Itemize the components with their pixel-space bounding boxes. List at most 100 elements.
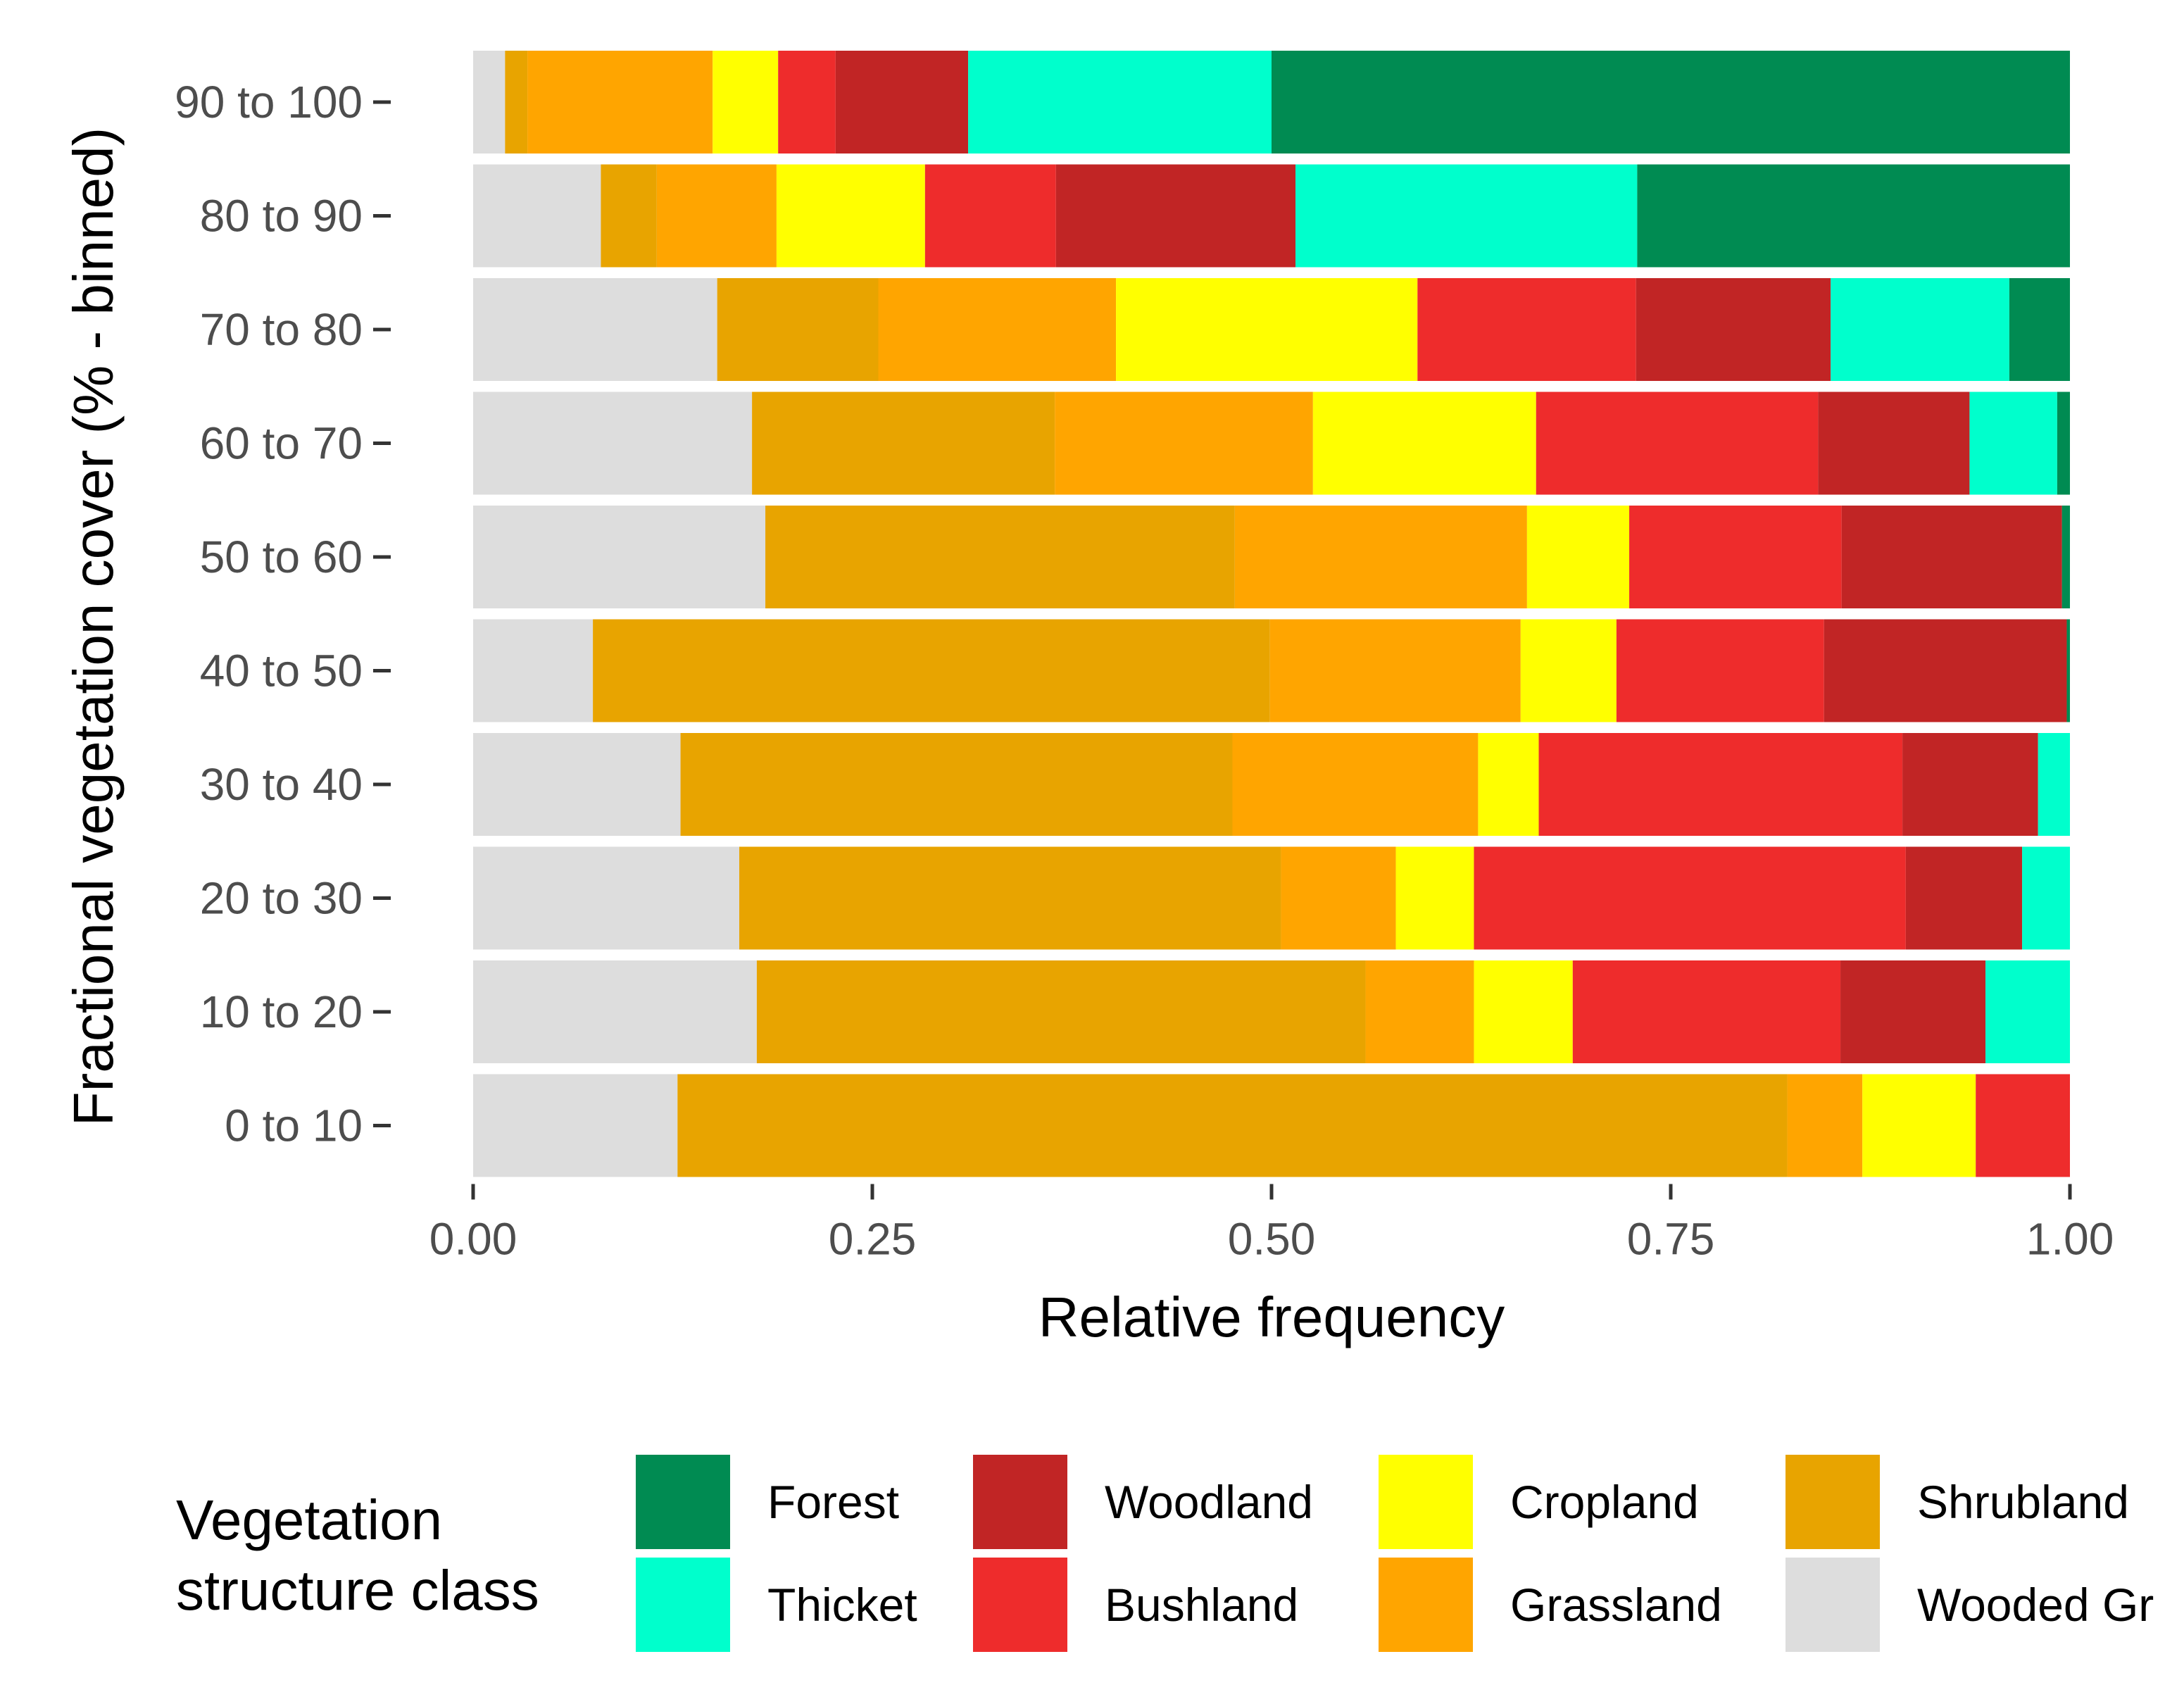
bar-segment-bushland-60-to-70: [1536, 392, 1819, 495]
x-tick-label: 0.50: [1228, 1214, 1316, 1265]
bar-segment-forest-90-to-100: [1272, 51, 2070, 154]
x-tick-label: 0.00: [429, 1214, 517, 1265]
bar-segment-wooded-grassland-90-to-100: [473, 51, 506, 154]
bar-segment-bushland-80-to-90: [924, 164, 1056, 268]
x-tick-label: 1.00: [2026, 1214, 2114, 1265]
bar-segment-grassland-70-to-80: [878, 278, 1117, 381]
bar-segment-grassland-30-to-40: [1232, 733, 1479, 836]
legend: Forest Thicket Woodland Bushland Cropland Gra…: [636, 1455, 2154, 1652]
x-tick-label: 0.25: [829, 1214, 917, 1265]
bar-segment-shrubland-40-to-50: [593, 619, 1270, 722]
bar-segment-woodland-80-to-90: [1055, 164, 1296, 268]
bar-segment-cropland-10-to-20: [1474, 960, 1573, 1063]
bar-segment-wooded-grassland-50-to-60: [473, 506, 766, 608]
y-tick-label: 20 to 30: [200, 873, 363, 924]
x-tick-label: 0.75: [1627, 1214, 1715, 1265]
bar-segment-wooded-grassland-20-to-30: [473, 846, 739, 950]
bar-segment-wooded-grassland-80-to-90: [473, 164, 601, 268]
legend-swatch-woodland: [973, 1455, 1067, 1549]
bar-segment-cropland-40-to-50: [1520, 619, 1617, 722]
bar-segment-woodland-40-to-50: [1824, 619, 2067, 722]
bar-segment-grassland-10-to-20: [1365, 960, 1474, 1063]
bar-segment-woodland-50-to-60: [1841, 506, 2062, 608]
bar-segment-shrubland-0-to-10: [677, 1074, 1788, 1177]
bar-segment-shrubland-90-to-100: [505, 51, 528, 154]
legend-swatch-forest: [636, 1455, 730, 1549]
bar-segment-forest-40-to-50: [2066, 619, 2070, 722]
y-tick-label: 80 to 90: [200, 191, 363, 242]
bar-segment-bushland-10-to-20: [1572, 960, 1841, 1063]
bar-segment-woodland-70-to-80: [1636, 278, 1831, 381]
bar-segment-forest-80-to-90: [1637, 164, 2070, 268]
bar-segment-shrubland-10-to-20: [756, 960, 1366, 1063]
legend-swatch-bushland: [973, 1558, 1067, 1652]
legend-label-wooded-grassland: Wooded Gr: [1917, 1579, 2154, 1631]
y-tick-label: 60 to 70: [200, 418, 363, 469]
bar-segment-shrubland-20-to-30: [739, 846, 1281, 950]
legend-label-woodland: Woodland: [1105, 1476, 1313, 1528]
bar-segment-thicket-90-to-100: [968, 51, 1272, 154]
bar-segment-woodland-30-to-40: [1902, 733, 2038, 836]
bar-segment-forest-70-to-80: [2009, 278, 2070, 381]
bar-segment-thicket-20-to-30: [2022, 846, 2070, 950]
bar-segment-shrubland-70-to-80: [717, 278, 879, 381]
bar-segment-grassland-80-to-90: [656, 164, 777, 268]
bar-segment-cropland-30-to-40: [1478, 733, 1539, 836]
legend-swatch-shrubland: [1786, 1455, 1880, 1549]
bar-segment-wooded-grassland-60-to-70: [473, 392, 753, 495]
bar-segment-shrubland-50-to-60: [765, 506, 1235, 608]
bar-segment-woodland-60-to-70: [1818, 392, 1970, 495]
bar-segment-thicket-30-to-40: [2038, 733, 2070, 836]
bar-segment-thicket-10-to-20: [1985, 960, 2070, 1063]
bar-segment-shrubland-80-to-90: [601, 164, 657, 268]
bar-segment-wooded-grassland-30-to-40: [473, 733, 681, 836]
bar-segment-bushland-0-to-10: [1976, 1074, 2070, 1177]
bar-segment-grassland-0-to-10: [1787, 1074, 1863, 1177]
bars-layer: [473, 51, 2070, 1177]
legend-label-cropland: Cropland: [1510, 1476, 1699, 1528]
bar-segment-grassland-40-to-50: [1269, 619, 1521, 722]
legend-title-line-2: structure class: [176, 1559, 539, 1622]
bar-segment-bushland-40-to-50: [1616, 619, 1824, 722]
legend-title-line-1: Vegetation: [176, 1489, 442, 1551]
bar-segment-bushland-70-to-80: [1417, 278, 1636, 381]
bar-segment-cropland-90-to-100: [713, 51, 779, 154]
bar-segment-cropland-20-to-30: [1395, 846, 1474, 950]
legend-swatch-wooded-grassland: [1786, 1558, 1880, 1652]
bar-segment-bushland-90-to-100: [778, 51, 836, 154]
y-tick-label: 90 to 100: [175, 77, 363, 127]
y-tick-label: 30 to 40: [200, 759, 363, 810]
y-tick-label: 0 to 10: [225, 1101, 363, 1151]
y-tick-label: 10 to 20: [200, 986, 363, 1037]
bar-segment-bushland-20-to-30: [1474, 846, 1906, 950]
x-axis-title: Relative frequency: [1038, 1286, 1505, 1348]
y-tick-label: 50 to 60: [200, 532, 363, 582]
legend-label-thicket: Thicket: [767, 1579, 917, 1631]
bar-segment-woodland-10-to-20: [1840, 960, 1986, 1063]
bar-segment-cropland-80-to-90: [776, 164, 925, 268]
bar-segment-woodland-90-to-100: [835, 51, 969, 154]
y-tick-label: 40 to 50: [200, 646, 363, 696]
bar-segment-grassland-60-to-70: [1055, 392, 1313, 495]
bar-segment-wooded-grassland-70-to-80: [473, 278, 717, 381]
legend-swatch-grassland: [1379, 1558, 1473, 1652]
bar-segment-forest-50-to-60: [2061, 506, 2070, 608]
bar-segment-thicket-70-to-80: [1831, 278, 2009, 381]
y-axis-title: Fractional vegetation cover (% - binned): [62, 127, 125, 1126]
bar-segment-bushland-50-to-60: [1629, 506, 1842, 608]
bar-segment-wooded-grassland-10-to-20: [473, 960, 757, 1063]
bar-segment-cropland-70-to-80: [1116, 278, 1418, 381]
legend-title: Vegetation structure class: [176, 1489, 539, 1622]
bar-segment-forest-60-to-70: [2057, 392, 2070, 495]
x-axis: 0.00 0.25 0.50 0.75 1.00: [429, 1184, 2114, 1265]
bar-segment-cropland-50-to-60: [1526, 506, 1630, 608]
bar-segment-grassland-20-to-30: [1281, 846, 1396, 950]
bar-segment-thicket-80-to-90: [1295, 164, 1638, 268]
y-axis: 0 to 10 10 to 20 20 to 30 30 to 40 40 to 50 5…: [175, 77, 391, 1151]
legend-swatch-cropland: [1379, 1455, 1473, 1549]
legend-swatch-thicket: [636, 1558, 730, 1652]
bar-segment-wooded-grassland-0-to-10: [473, 1074, 678, 1177]
legend-label-bushland: Bushland: [1105, 1579, 1298, 1631]
bar-segment-wooded-grassland-40-to-50: [473, 619, 594, 722]
